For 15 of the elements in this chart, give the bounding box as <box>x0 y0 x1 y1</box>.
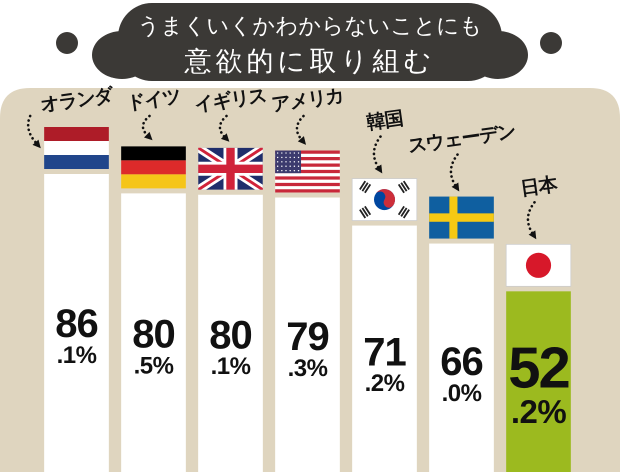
data-label: 71.2% <box>363 330 406 398</box>
x-tick-label: スウェーデン <box>406 120 517 157</box>
data-label: 52.2% <box>508 335 569 430</box>
data-label: 80.1% <box>209 313 252 380</box>
data-label: 79.3% <box>286 314 329 382</box>
x-tick-label: イギリス <box>193 84 268 116</box>
x-tick-label: オランダ <box>39 84 116 116</box>
x-tick-label: ドイツ <box>125 85 182 115</box>
data-label: 86.1% <box>55 302 98 369</box>
data-label: 80.5% <box>132 312 175 380</box>
x-tick-label: アメリカ <box>270 84 345 116</box>
chart-title: うまくいくかわからないことにも意欲的に取り組む <box>138 14 482 77</box>
data-label: 66.0% <box>440 340 483 408</box>
x-tick-label: 日本 <box>519 172 560 200</box>
x-tick-label: 韓国 <box>365 107 404 134</box>
